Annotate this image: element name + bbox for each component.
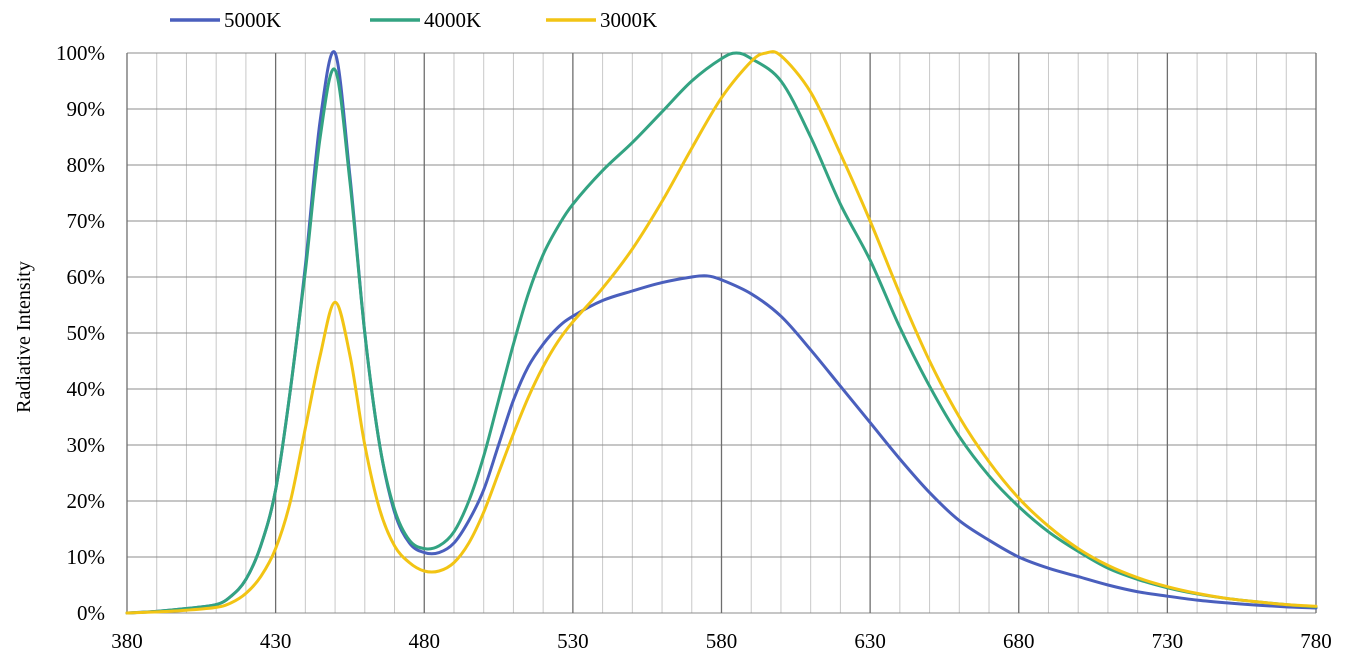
legend-label-3000k: 3000K — [600, 8, 657, 32]
y-tick-label: 70% — [67, 209, 106, 233]
y-tick-label: 30% — [67, 433, 106, 457]
y-axis-tick-labels: 0% 10% 20% 30% 40% 50% 60% 70% 80% 90% 100% — [56, 41, 105, 625]
legend: 5000K 4000K 3000K — [170, 8, 657, 32]
y-tick-label: 80% — [67, 153, 106, 177]
y-tick-label: 50% — [67, 321, 106, 345]
series-line-3000k — [125, 50, 1318, 615]
x-tick-label: 780 — [1300, 629, 1332, 653]
x-tick-label: 530 — [557, 629, 589, 653]
y-tick-label: 20% — [67, 489, 106, 513]
y-axis-title: Radiative Intensity — [13, 261, 35, 413]
x-tick-label: 430 — [260, 629, 292, 653]
series-lines — [125, 50, 1318, 615]
legend-label-4000k: 4000K — [424, 8, 481, 32]
x-tick-label: 730 — [1152, 629, 1184, 653]
series-line-4000k — [125, 51, 1318, 615]
x-tick-label: 580 — [706, 629, 738, 653]
x-tick-label: 680 — [1003, 629, 1035, 653]
x-tick-label: 480 — [409, 629, 441, 653]
y-tick-label: 10% — [67, 545, 106, 569]
legend-label-5000k: 5000K — [224, 8, 281, 32]
y-tick-label: 90% — [67, 97, 106, 121]
y-tick-label: 40% — [67, 377, 106, 401]
x-axis-tick-labels: 380 430 480 530 580 630 680 730 780 — [111, 629, 1332, 653]
y-tick-label: 60% — [67, 265, 106, 289]
x-tick-label: 380 — [111, 629, 143, 653]
y-tick-label: 100% — [56, 41, 105, 65]
y-tick-label: 0% — [77, 601, 105, 625]
x-tick-label: 630 — [854, 629, 886, 653]
